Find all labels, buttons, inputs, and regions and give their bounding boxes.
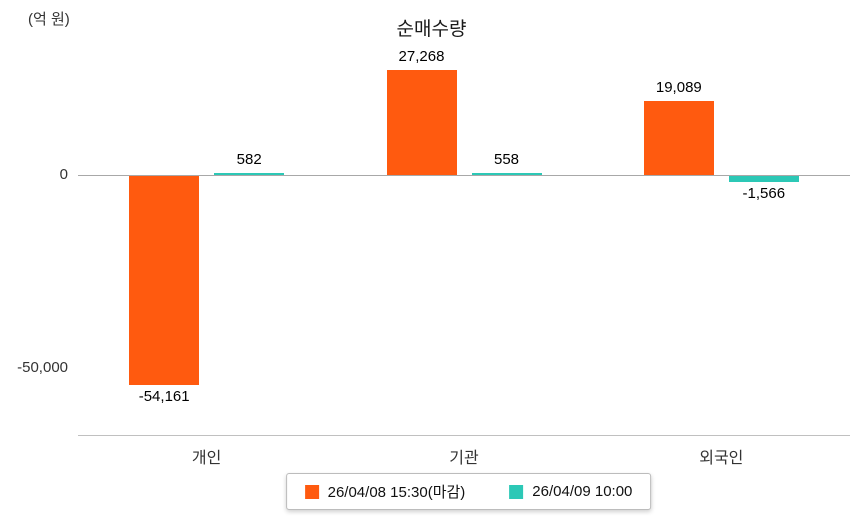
y-axis-unit-label: (억 원) — [28, 11, 70, 28]
legend-label-series0: 26/04/08 15:30(마감) — [327, 484, 466, 501]
legend-swatch-series1-icon — [509, 484, 524, 499]
chart-title: 순매수량 — [396, 19, 467, 40]
value-label-s0-c1: 27,268 — [398, 47, 445, 65]
y-tick-label-0: 0 — [59, 166, 68, 183]
category-label-1: 기관 — [449, 450, 479, 467]
bar-s1-c0 — [214, 172, 285, 175]
bar-s1-c1 — [471, 172, 542, 175]
bar-s0-c1 — [386, 69, 457, 175]
y-tick-label-1: -50,000 — [17, 359, 68, 376]
legend-swatch-series0-icon — [304, 484, 319, 499]
value-label-s1-c1: 558 — [493, 150, 520, 168]
bar-s0-c2 — [643, 101, 714, 175]
legend: 26/04/08 15:30(마감) 26/04/09 10:00 — [285, 473, 652, 510]
category-label-0: 개인 — [191, 450, 222, 467]
legend-item-series0: 26/04/08 15:30(마감) — [304, 481, 466, 502]
category-label-2: 외국인 — [699, 450, 744, 467]
bar-s1-c2 — [728, 176, 799, 183]
value-label-s0-c0: -54,161 — [138, 388, 190, 406]
value-label-s1-c0: 582 — [236, 150, 262, 168]
value-label-s0-c2: 19,089 — [655, 79, 702, 97]
legend-label-series1: 26/04/09 10:00 — [532, 483, 633, 500]
value-label-s1-c2: -1,566 — [742, 185, 786, 203]
zero-gridline — [78, 175, 850, 176]
x-axis-line — [78, 435, 850, 436]
bar-s0-c0 — [129, 176, 200, 386]
legend-item-series1: 26/04/09 10:00 — [509, 483, 632, 500]
